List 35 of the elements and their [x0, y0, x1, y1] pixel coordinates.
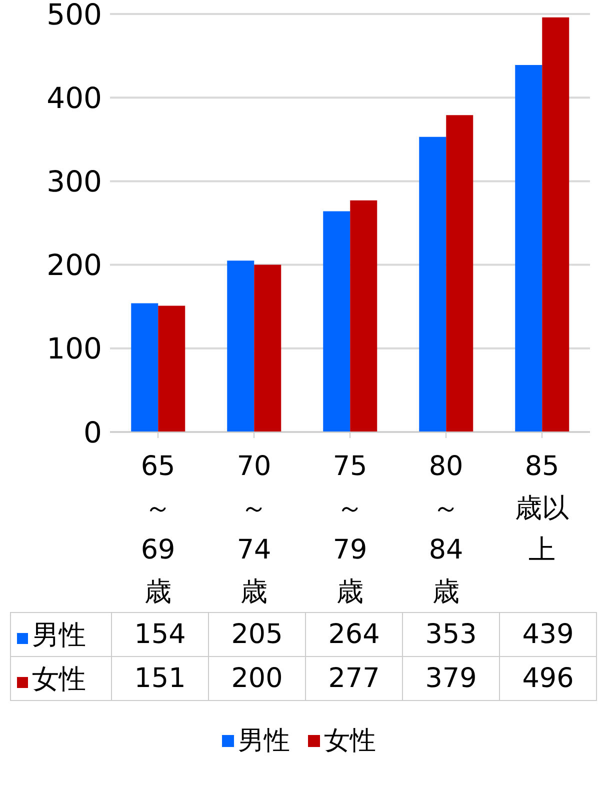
bar	[254, 264, 282, 432]
x-tick-label: 65～69歳	[140, 451, 176, 608]
x-tick-label: 75～79歳	[332, 451, 368, 608]
x-tick-label: 70～74歳	[236, 451, 272, 608]
text: 男性	[238, 726, 290, 756]
data-label: 353	[402, 612, 500, 656]
data-label: 439	[500, 612, 596, 656]
legend-label: 男性	[10, 612, 112, 656]
bar	[419, 136, 446, 432]
y-tick-label: 400	[46, 80, 102, 115]
x-tick-label: 85歳以上	[515, 451, 569, 566]
bar	[542, 17, 570, 432]
bar	[131, 303, 158, 432]
data-label: 200	[208, 656, 306, 700]
data-label: 379	[402, 656, 500, 700]
text: 女性	[324, 726, 376, 756]
y-tick-label: 200	[46, 248, 102, 282]
bar	[350, 200, 378, 432]
data-label: 264	[306, 612, 402, 656]
bar	[227, 260, 254, 432]
bar	[515, 64, 542, 432]
data-label: 496	[500, 656, 596, 700]
y-tick-label: 100	[46, 332, 102, 366]
y-tick-label: 500	[46, 0, 102, 32]
data-label: 154	[112, 612, 208, 656]
bar	[323, 211, 350, 432]
y-tick-label: 300	[46, 164, 102, 198]
bar	[158, 306, 186, 432]
x-tick-label: 80～84歳	[428, 451, 464, 608]
data-label: 205	[208, 612, 306, 656]
y-tick-label: 0	[84, 415, 102, 450]
data-label: 151	[112, 656, 208, 700]
bar	[446, 115, 474, 432]
data-label: 277	[306, 656, 402, 700]
legend-label: 女性	[10, 656, 112, 700]
